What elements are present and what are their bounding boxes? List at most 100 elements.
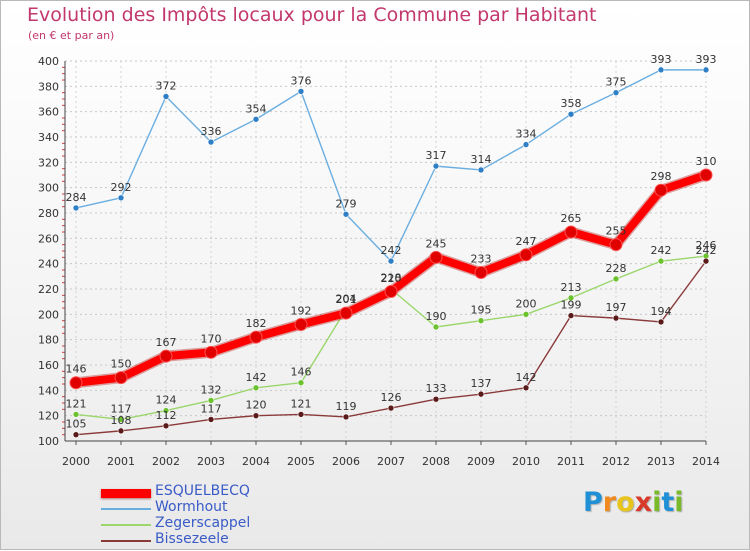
data-label: 292 [111,181,132,194]
legend-swatch [101,508,151,510]
legend-swatch [101,524,151,526]
data-label: 204 [336,292,357,305]
data-label: 242 [381,244,402,257]
data-label: 279 [336,197,357,210]
data-label: 197 [606,301,627,314]
data-point [612,89,620,96]
logo-letter: i [652,487,662,518]
y-tick-label: 140 [38,384,59,397]
data-label: 199 [561,299,582,312]
logo-letter: x [634,487,653,518]
data-label: 126 [381,391,402,404]
data-point [432,323,440,331]
y-tick-label: 300 [38,182,59,195]
data-point [207,138,215,146]
legend-swatch [101,540,151,542]
data-label: 354 [246,102,267,115]
legend-label: Wormhout [155,499,228,515]
data-label: 242 [696,244,717,257]
data-point [612,314,620,322]
data-label: 124 [156,394,177,407]
y-tick-label: 260 [38,232,59,245]
data-point [567,312,575,319]
data-point [159,349,173,363]
data-label: 121 [66,397,87,410]
x-tick-label: 2003 [197,455,225,468]
x-tick-label: 2011 [557,455,585,468]
series-esquelbecq: 146 150 167 170 182 192 201 218 245 233 247 265 255 2… [66,155,717,390]
data-point [252,412,260,419]
data-point [207,416,215,423]
logo-letter: r [602,487,617,518]
chart-legend: ESQUELBECQ Wormhout Zegerscappel Bissezeele [101,483,361,549]
data-label: 245 [426,237,447,250]
data-point [72,204,80,212]
data-point [477,317,485,324]
data-point [72,411,80,418]
data-point [609,238,623,252]
data-label: 255 [606,225,627,238]
data-label: 190 [426,310,447,323]
data-label: 358 [561,97,582,110]
y-tick-label: 360 [38,106,59,119]
data-point [72,431,80,438]
legend-swatch [101,488,151,498]
series-bissezeele: 105 108 112 117 120 121 119 126 133 137 142 199 197 1… [66,244,717,438]
data-point [522,311,530,318]
series-wormhout: 284 292 372 336 354 376 279 242 317 314 334 358 375 3… [66,53,717,265]
data-point [294,317,308,331]
data-label: 314 [471,153,492,166]
y-tick-label: 120 [38,410,59,423]
data-point [519,248,533,262]
data-point [702,257,710,265]
data-point [207,397,215,404]
x-tick-label: 2010 [512,455,540,468]
data-label: 218 [381,272,402,285]
data-label: 220 [381,272,402,285]
legend-item: Wormhout [101,499,361,515]
data-point [567,110,575,118]
data-label: 146 [291,366,312,379]
data-label: 200 [516,297,537,310]
data-point [429,250,443,264]
data-point [657,66,665,74]
data-label: 142 [516,371,537,384]
data-point [522,384,530,392]
data-label: 105 [66,418,87,431]
chart-title: Evolution des Impôts locaux pour la Comm… [27,4,597,26]
legend-label: ESQUELBECQ [155,483,250,499]
y-tick-label: 340 [38,131,59,144]
data-point [432,162,440,170]
data-point [342,413,350,421]
data-label: 376 [291,74,312,87]
data-label: 246 [696,239,717,252]
data-label: 117 [201,402,222,415]
data-point [204,345,218,359]
data-point [297,411,305,418]
x-tick-label: 2000 [62,455,90,468]
data-label: 170 [201,332,222,345]
data-label: 247 [516,235,537,248]
data-point [564,225,578,239]
data-point [249,330,263,344]
data-label: 142 [246,371,267,384]
x-tick-label: 2006 [332,455,360,468]
x-tick-label: 2008 [422,455,450,468]
data-label: 393 [651,53,672,66]
data-label: 132 [201,383,222,396]
data-point [117,427,125,435]
data-point [162,407,170,414]
logo-letter: i [674,487,684,518]
data-label: 150 [111,358,132,371]
data-label: 284 [66,191,87,204]
legend-label: Zegerscappel [155,515,251,531]
data-point [297,379,305,387]
data-label: 192 [291,304,312,317]
y-tick-label: 320 [38,156,59,169]
data-label: 182 [246,317,267,330]
x-tick-label: 2004 [242,455,270,468]
x-tick-label: 2012 [602,455,630,468]
proxiti-logo: Proxiti [583,487,684,518]
x-tick-label: 2002 [152,455,180,468]
data-point [567,294,575,302]
